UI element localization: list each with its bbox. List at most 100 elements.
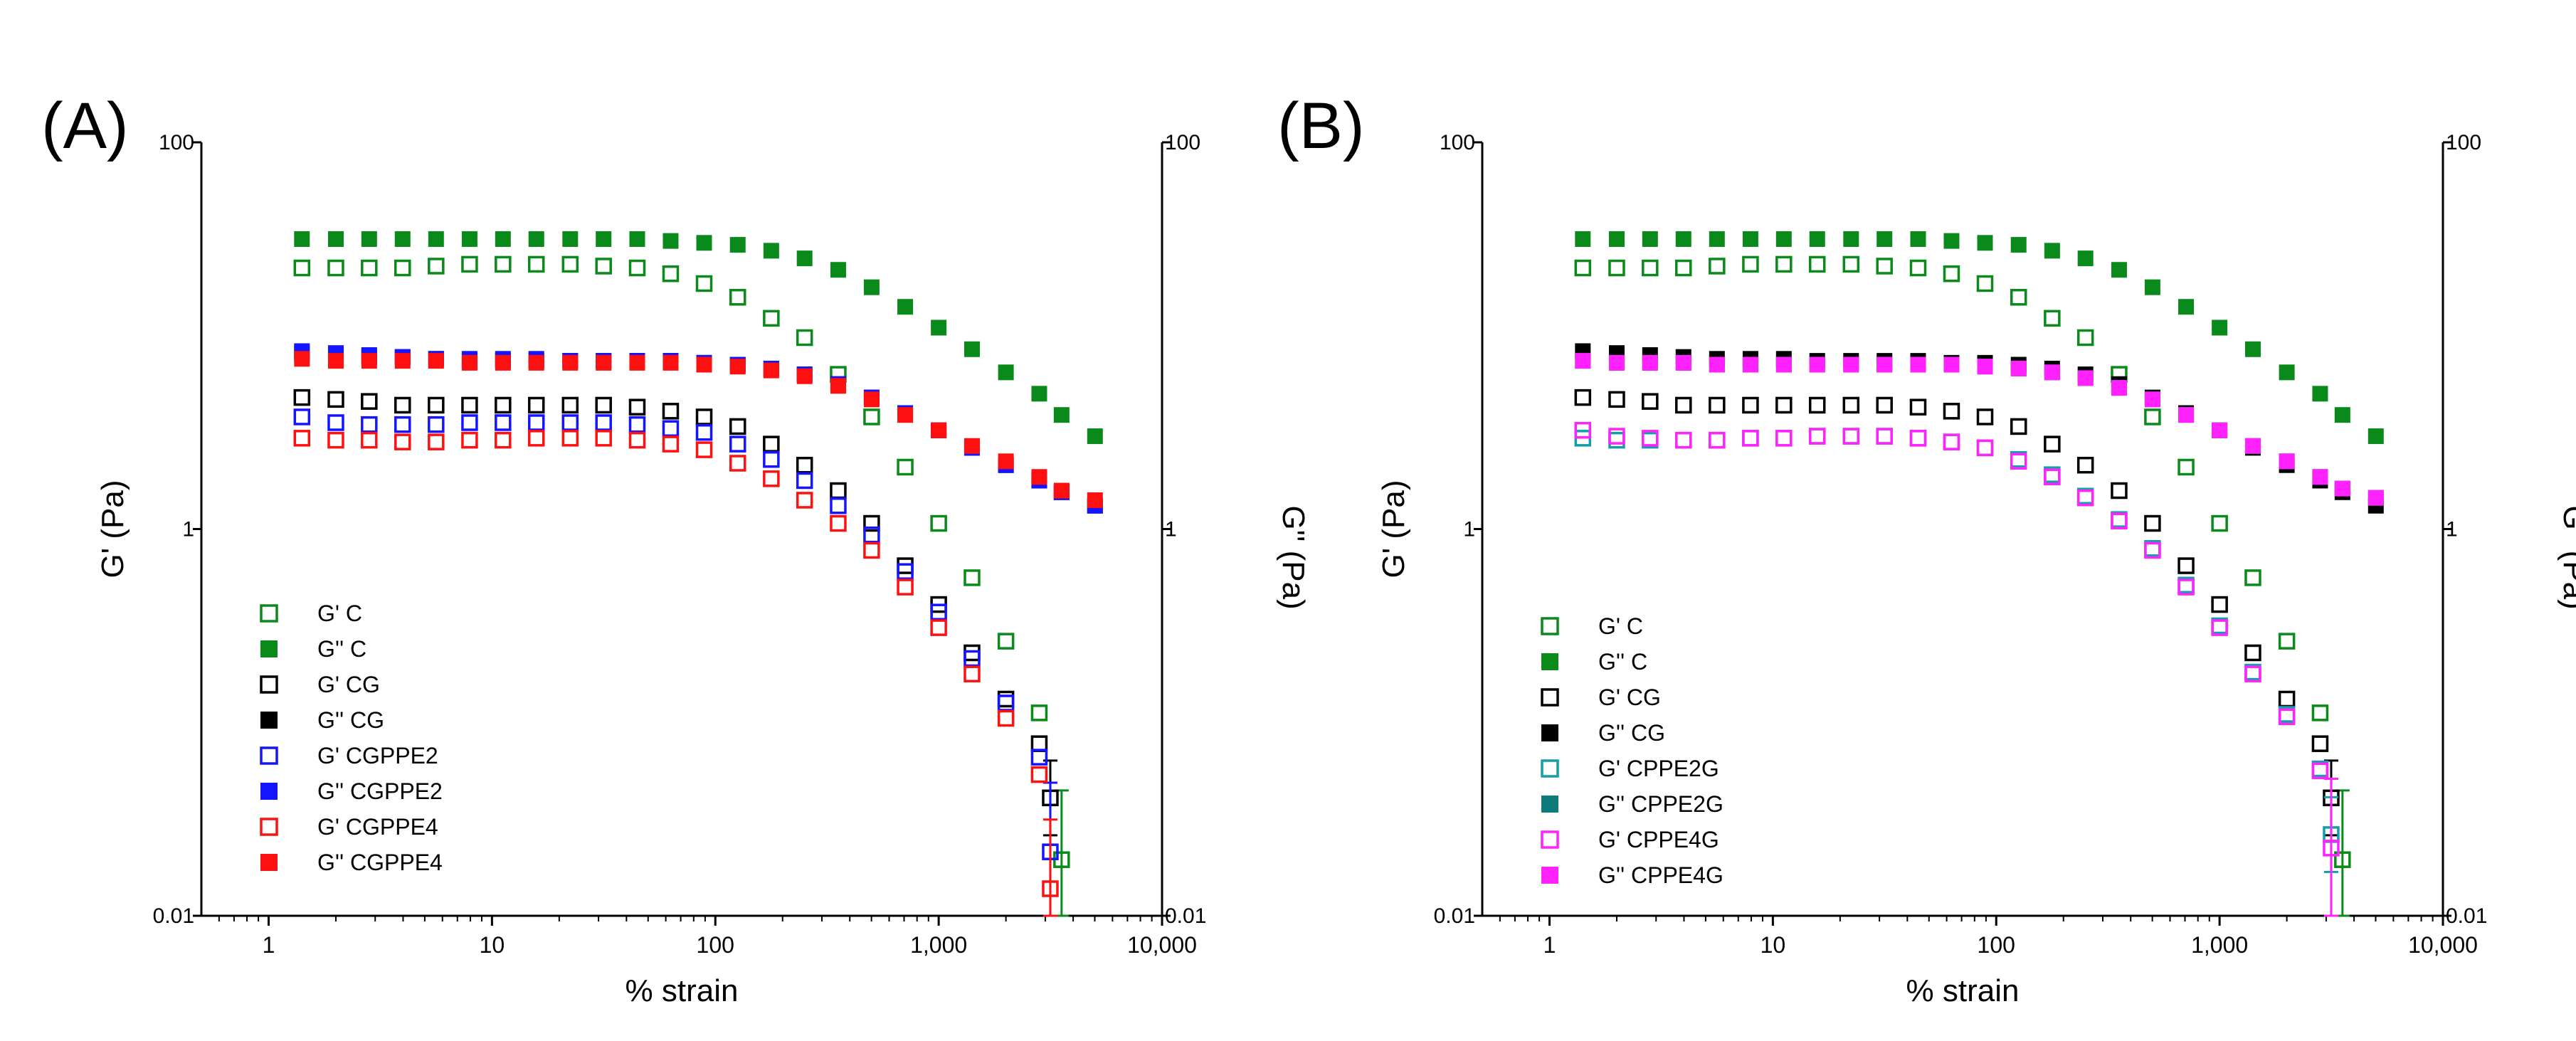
legend-label: G' CGPPE2	[317, 743, 438, 768]
data-point	[595, 414, 612, 431]
data-point	[1709, 431, 1726, 449]
data-point	[361, 259, 378, 277]
data-point	[663, 354, 679, 371]
legend-marker	[260, 675, 278, 694]
legend-marker	[1541, 617, 1559, 635]
data-point	[595, 396, 612, 414]
data-point	[2211, 596, 2228, 613]
data-point	[495, 231, 511, 247]
data-point	[931, 422, 947, 438]
data-point	[1943, 433, 1960, 450]
legend-label: G'' CGPPE4	[317, 850, 443, 875]
data-point	[2044, 435, 2061, 453]
data-point	[1909, 398, 1927, 416]
data-point	[394, 396, 411, 414]
y-right-tick-label: 1	[1165, 518, 1177, 541]
data-point	[495, 255, 512, 273]
data-point	[628, 398, 646, 416]
data-point	[830, 378, 846, 394]
data-point	[461, 231, 477, 247]
data-point	[1709, 231, 1725, 247]
legend-label: G'' C	[317, 636, 366, 662]
data-point	[327, 414, 344, 431]
data-point	[796, 472, 813, 490]
data-point	[2144, 514, 2161, 532]
y-right-tick-label: 100	[2446, 131, 2481, 154]
data-point	[1842, 428, 1860, 445]
legend-label: G' C	[1598, 613, 1643, 639]
data-point	[997, 690, 1015, 708]
data-point	[2211, 619, 2228, 636]
data-point	[2076, 329, 2094, 347]
data-point	[528, 231, 544, 247]
legend-marker	[1541, 796, 1558, 813]
data-point	[2111, 380, 2127, 396]
data-point	[562, 354, 579, 371]
data-point	[1775, 430, 1793, 447]
data-point	[361, 416, 378, 433]
data-point	[361, 431, 378, 449]
legend-label: G'' CPPE4G	[1598, 862, 1724, 888]
data-point	[394, 416, 411, 433]
legend-marker	[1541, 830, 1559, 849]
data-point	[527, 396, 545, 414]
data-point	[1775, 255, 1793, 273]
data-point	[2178, 557, 2195, 574]
data-point	[897, 563, 914, 580]
data-point	[763, 243, 779, 259]
data-point	[461, 414, 478, 431]
data-point	[1608, 259, 1625, 277]
data-point	[2144, 541, 2161, 559]
data-point	[394, 231, 411, 247]
data-point	[2076, 456, 2094, 474]
data-point	[628, 431, 646, 449]
legend-label: G' CPPE4G	[1598, 827, 1719, 852]
x-tick-label: 10	[1761, 932, 1786, 958]
series-group	[294, 231, 1103, 445]
legend: G' C G'' C G' CG G'' CG G' CPPE2G G'' CPPE2G G…	[1541, 613, 1724, 888]
data-point	[1030, 704, 1048, 722]
x-tick-label: 100	[1978, 932, 2015, 958]
data-point	[1675, 431, 1692, 449]
data-point	[327, 431, 344, 449]
x-axis-title: % strain	[1906, 973, 2020, 1008]
data-point	[461, 431, 478, 449]
legend-marker	[260, 818, 278, 836]
y-axis-title: G' (Pa)	[95, 480, 130, 578]
data-point	[997, 709, 1015, 727]
data-point	[1608, 231, 1625, 247]
legend-marker	[1541, 867, 1558, 884]
data-point	[696, 356, 712, 373]
panel-a: (A) 1 10 100 1,000 10,000 0.01 0.01 1 1 100 100 % st…	[41, 90, 1311, 1008]
data-point	[1087, 492, 1103, 508]
data-point	[863, 541, 880, 559]
data-point	[2311, 762, 2329, 780]
legend-label: G' C	[317, 601, 362, 626]
data-point	[2178, 578, 2195, 596]
data-point	[2178, 299, 2195, 315]
data-point	[1742, 356, 1758, 373]
data-point	[361, 393, 378, 410]
data-point	[1808, 396, 1826, 414]
y-tick-label: 0.01	[1434, 904, 1475, 928]
data-point	[964, 650, 981, 667]
data-point	[763, 310, 780, 327]
data-point	[964, 341, 980, 357]
data-point	[595, 258, 612, 275]
data-point	[1742, 396, 1759, 414]
legend-label: G'' CGPPE2	[317, 778, 443, 804]
data-point	[428, 231, 444, 247]
data-point	[763, 362, 779, 379]
series-group	[294, 351, 1103, 508]
data-point	[1087, 428, 1103, 445]
legend-marker	[1541, 688, 1559, 707]
data-point	[695, 275, 713, 292]
x-tick-label: 1,000	[910, 932, 967, 958]
data-point	[729, 289, 746, 306]
data-point	[1675, 354, 1691, 371]
data-point	[1031, 386, 1047, 402]
data-point	[1876, 356, 1893, 373]
data-point	[696, 235, 712, 251]
data-point	[428, 258, 445, 275]
